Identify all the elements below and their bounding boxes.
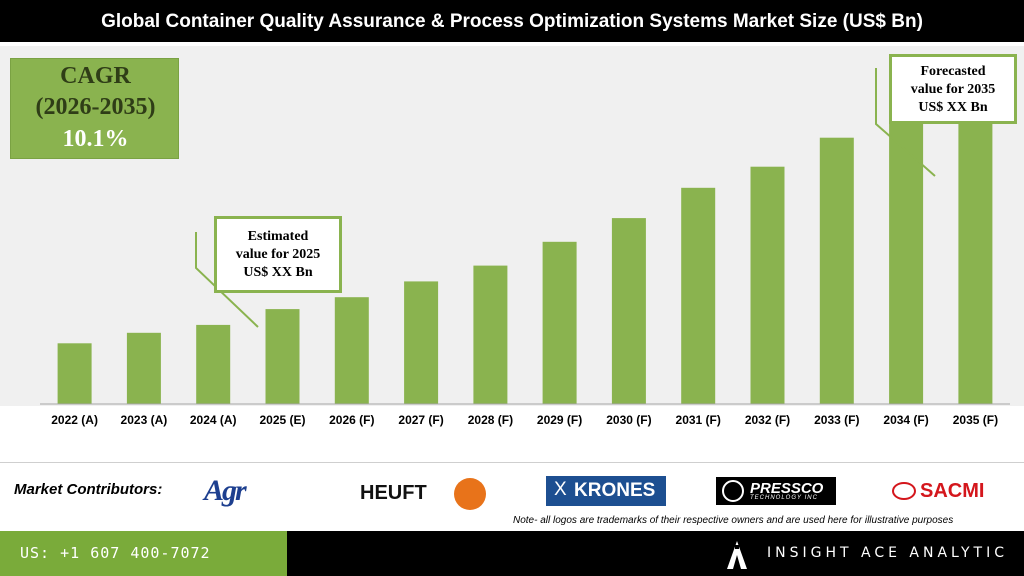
brand-name: INSIGHT ACE ANALYTIC xyxy=(767,545,1008,561)
bar-2029-f xyxy=(542,241,577,404)
x-tick-label: 2025 (E) xyxy=(259,413,305,427)
bar-2032-f xyxy=(750,166,785,404)
bar-2035-f xyxy=(958,73,993,404)
bars-group xyxy=(57,73,993,404)
callout-estimated-line2: value for 2025 xyxy=(235,247,321,262)
market-contributors-label: Market Contributors: xyxy=(14,481,163,498)
callout-forecasted-line1: Forecasted xyxy=(920,64,986,79)
bar-chart: 2022 (A) 2023 (A) 2024 (A) 2025 (E) 2026 (F)… xyxy=(40,68,1010,427)
heuft-logo: HEUFT xyxy=(360,478,488,512)
x-tick-label: 2032 (F) xyxy=(745,413,790,427)
cagr-period: (2026-2035) xyxy=(35,94,156,120)
bar-2024-a xyxy=(196,324,231,404)
x-tick-labels: 2022 (A) 2023 (A) 2024 (A) 2025 (E) 2026 (F)… xyxy=(51,413,998,427)
cagr-value: 10.1% xyxy=(62,126,129,152)
callout-2035-leader xyxy=(875,68,936,177)
x-tick-label: 2029 (F) xyxy=(537,413,582,427)
sacmi-mark-icon xyxy=(892,482,916,500)
bar-2026-f xyxy=(334,297,369,404)
heuft-logo-text: HEUFT xyxy=(360,482,427,504)
chart-title: Global Container Quality Assurance & Pro… xyxy=(101,11,923,32)
bar-2022-a xyxy=(57,343,92,404)
x-tick-label: 2028 (F) xyxy=(468,413,513,427)
x-tick-label: 2030 (F) xyxy=(606,413,651,427)
divider xyxy=(0,462,1024,463)
title-bar xyxy=(0,0,1024,42)
pressco-logo: PRESSCO TECHNOLOGY INC xyxy=(716,477,836,505)
heuft-mark-icon xyxy=(454,478,486,510)
x-tick-label: 2035 (F) xyxy=(953,413,998,427)
krones-mark-icon: X xyxy=(554,479,567,500)
callout-2025-leader xyxy=(195,232,259,328)
cagr-box: CAGR (2026-2035) 10.1% xyxy=(10,58,179,159)
trademark-note: Note- all logos are trademarks of their … xyxy=(513,515,954,526)
callout-forecasted-line2: value for 2035 xyxy=(910,82,996,97)
bar-2033-f xyxy=(819,137,854,404)
sacmi-logo: SACMI xyxy=(890,480,990,504)
bar-2028-f xyxy=(473,265,508,404)
krones-logo-text: KRONES xyxy=(574,480,656,501)
cagr-label: CAGR xyxy=(60,63,131,89)
bar-2027-f xyxy=(404,281,439,404)
sacmi-logo-text: SACMI xyxy=(920,480,985,502)
x-tick-label: 2031 (F) xyxy=(676,413,721,427)
agr-logo-text: Agr xyxy=(204,474,247,507)
x-tick-label: 2024 (A) xyxy=(190,413,237,427)
callout-estimated-line1: Estimated xyxy=(247,229,309,244)
x-tick-label: 2027 (F) xyxy=(398,413,443,427)
agr-logo: Agr xyxy=(200,474,322,508)
phone-box xyxy=(0,531,287,576)
bar-2034-f xyxy=(889,108,924,404)
pressco-logo-text: PRESSCO xyxy=(750,480,824,497)
x-tick-label: 2023 (A) xyxy=(121,413,168,427)
x-tick-label: 2022 (A) xyxy=(51,413,98,427)
bar-2030-f xyxy=(611,218,646,404)
x-tick-label: 2034 (F) xyxy=(883,413,928,427)
x-tick-label: 2026 (F) xyxy=(329,413,374,427)
bar-2031-f xyxy=(681,187,716,404)
phone-number[interactable]: US: +1 607 400-7072 xyxy=(20,544,211,562)
bar-2025-e xyxy=(265,309,300,404)
insightace-logo-icon xyxy=(727,541,747,569)
callout-forecasted-line3: US$ XX Bn xyxy=(918,100,988,115)
callout-estimated-line3: US$ XX Bn xyxy=(243,265,313,280)
krones-logo: X KRONES xyxy=(546,476,666,506)
callout-forecasted-2035: Forecasted value for 2035 US$ XX Bn xyxy=(889,54,1017,124)
callout-estimated-2025: Estimated value for 2025 US$ XX Bn xyxy=(214,216,342,293)
pressco-mark-icon xyxy=(722,480,744,502)
bar-2023-a xyxy=(126,332,161,404)
pressco-logo-subtext: TECHNOLOGY INC xyxy=(750,495,818,501)
x-tick-label: 2033 (F) xyxy=(814,413,859,427)
